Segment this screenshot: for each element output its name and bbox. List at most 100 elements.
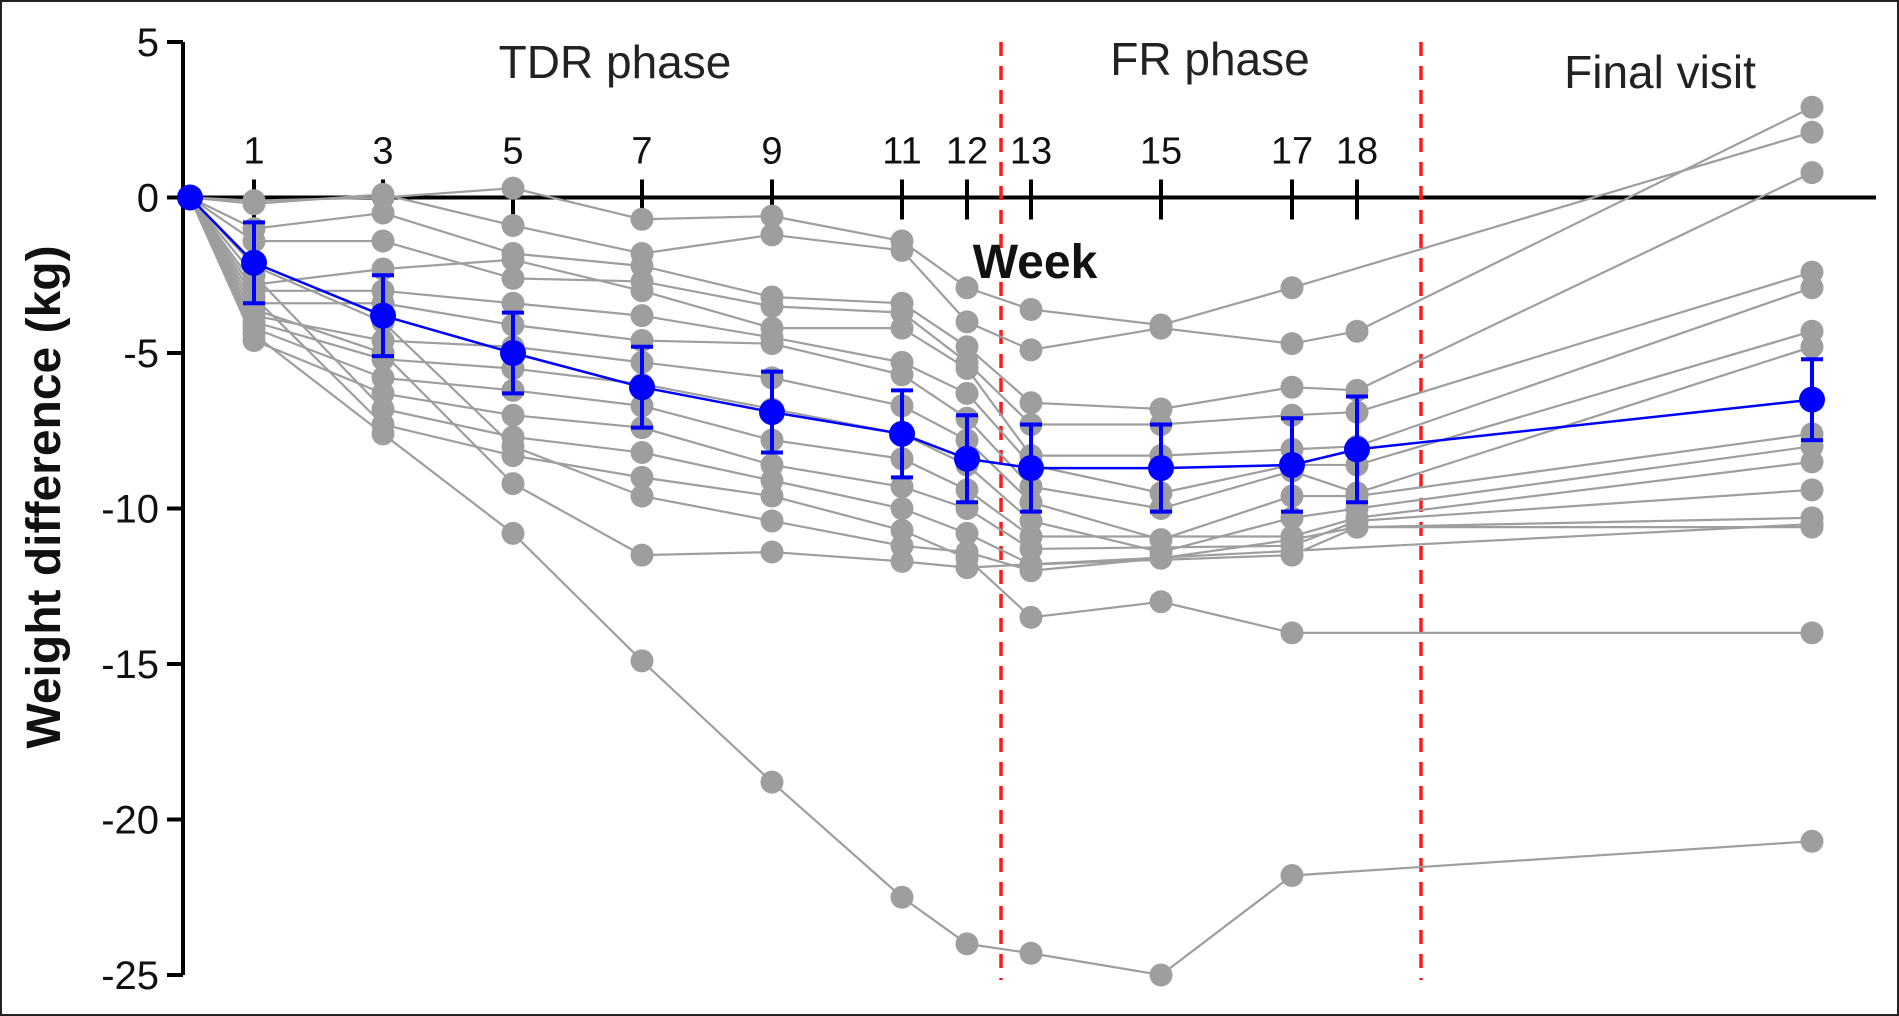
individual-point	[955, 521, 979, 545]
individual-point	[890, 475, 914, 499]
individual-point	[1019, 941, 1043, 965]
mean-point	[370, 302, 396, 329]
individual-point	[1280, 621, 1304, 645]
individual-point	[242, 329, 266, 353]
individual-point	[1019, 297, 1043, 321]
x-tick-label: 1	[243, 131, 264, 173]
individual-point	[1280, 332, 1304, 356]
individual-point	[890, 238, 914, 262]
individual-point	[760, 540, 784, 564]
mean-point	[500, 340, 526, 366]
individual-series-line	[189, 196, 1812, 635]
individual-point	[630, 207, 654, 231]
mean-point	[629, 374, 655, 401]
individual-point	[501, 248, 525, 272]
individual-point	[1280, 403, 1304, 427]
mean-point	[759, 399, 785, 426]
x-axis-title: Week	[973, 236, 1098, 289]
x-tick-label: 7	[631, 131, 652, 173]
y-tick-label: -5	[123, 332, 159, 376]
y-tick-label: -25	[101, 954, 159, 998]
x-tick-label: 17	[1271, 131, 1313, 173]
individual-point	[760, 294, 784, 318]
individual-point	[630, 304, 654, 328]
y-tick-label: -20	[101, 799, 159, 843]
individual-point	[1019, 605, 1043, 629]
individual-point	[630, 649, 654, 673]
phase-label-final-visit: Final visit	[1564, 46, 1756, 98]
individual-point	[890, 363, 914, 387]
y-tick-label: 5	[137, 21, 159, 65]
individual-point	[955, 540, 979, 564]
individual-point	[1280, 276, 1304, 300]
phase-label-fr: FR phase	[1110, 33, 1309, 85]
x-tick-label: 12	[946, 131, 988, 173]
phase-label-tdr: TDR phase	[499, 36, 732, 88]
y-tick-label: -10	[101, 488, 159, 532]
individual-point	[1280, 375, 1304, 399]
x-tick-label: 13	[1010, 131, 1052, 173]
individual-point	[630, 465, 654, 489]
individual-point	[760, 509, 784, 533]
y-axis-title: Weight difference (kg)	[18, 245, 71, 748]
individual-point	[760, 332, 784, 356]
individual-point	[890, 885, 914, 909]
mean-point	[1279, 451, 1305, 478]
individual-point	[371, 182, 395, 206]
x-tick-label: 15	[1140, 131, 1182, 173]
individual-point	[371, 201, 395, 225]
individual-point	[371, 229, 395, 253]
individual-point	[1800, 515, 1824, 539]
individual-point	[1280, 528, 1304, 552]
individual-point	[955, 381, 979, 405]
individual-point	[501, 213, 525, 237]
y-tick-label: -15	[101, 643, 159, 687]
individual-point	[1280, 863, 1304, 887]
individual-point	[890, 497, 914, 520]
individual-point	[501, 266, 525, 290]
individual-point	[1800, 335, 1824, 359]
mean-point	[1344, 436, 1370, 463]
x-tick-label: 18	[1336, 131, 1378, 173]
mean-point	[889, 420, 915, 447]
individual-point	[1800, 478, 1824, 502]
individual-point	[955, 276, 979, 300]
individual-point	[1345, 319, 1369, 343]
labels: Weight difference (kg) Week TDR phase FR…	[18, 21, 1756, 998]
individual-point	[501, 291, 525, 315]
individual-series-line	[189, 197, 1813, 977]
individual-point	[1800, 161, 1824, 185]
individual-point	[371, 413, 395, 437]
mean-point	[1148, 455, 1174, 482]
mean-series-group	[177, 184, 1825, 514]
individual-point	[1800, 829, 1824, 853]
individual-point	[890, 534, 914, 558]
individual-point	[630, 543, 654, 567]
individual-point	[890, 316, 914, 340]
individual-point	[760, 204, 784, 228]
individual-point	[760, 484, 784, 508]
individual-point	[501, 403, 525, 427]
mean-point	[177, 184, 203, 211]
individual-point	[1800, 276, 1824, 300]
mean-point	[954, 445, 980, 472]
individual-point	[1149, 590, 1173, 614]
individual-point	[1019, 338, 1043, 362]
individual-point	[630, 441, 654, 465]
individual-series-line	[189, 131, 1813, 327]
mean-point	[1799, 386, 1825, 413]
individual-point	[501, 434, 525, 458]
individual-point	[1149, 546, 1173, 570]
individual-point	[501, 472, 525, 496]
individual-point	[955, 310, 979, 334]
x-tick-label: 3	[372, 131, 393, 173]
individual-point	[1149, 316, 1173, 340]
x-tick-label: 9	[761, 131, 782, 173]
individual-point	[501, 521, 525, 545]
individual-point	[1800, 120, 1824, 144]
individual-point	[760, 223, 784, 247]
individual-point	[955, 932, 979, 956]
individual-point	[501, 176, 525, 200]
